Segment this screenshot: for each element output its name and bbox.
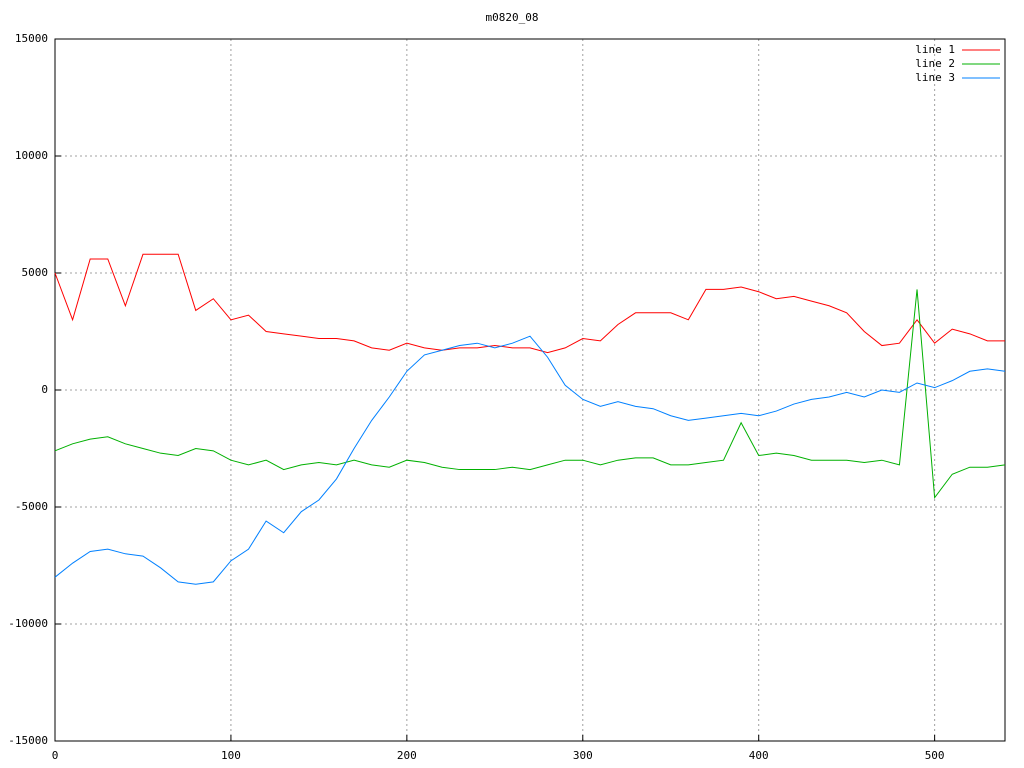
- y-tick-label: -10000: [8, 617, 48, 630]
- y-tick-label: -5000: [15, 500, 48, 513]
- data-line: [54, 253, 1005, 354]
- data-line: [54, 289, 1006, 499]
- legend-label: line 1: [915, 43, 955, 56]
- x-tick-label: 0: [52, 749, 59, 762]
- data-line: [54, 335, 1006, 585]
- y-tick-label: 5000: [22, 266, 49, 279]
- x-tick-label: 300: [573, 749, 593, 762]
- legend-label: line 3: [915, 71, 955, 84]
- y-tick-label: 15000: [15, 32, 48, 45]
- legend-label: line 2: [915, 57, 955, 70]
- chart-title: m0820_08: [486, 11, 539, 24]
- y-tick-label: 10000: [15, 149, 48, 162]
- x-tick-label: 400: [749, 749, 769, 762]
- y-tick-label: -15000: [8, 734, 48, 747]
- plot-border: [54, 38, 1006, 742]
- y-tick-label: 0: [41, 383, 48, 396]
- x-tick-label: 500: [925, 749, 945, 762]
- x-tick-label: 200: [397, 749, 417, 762]
- x-tick-label: 100: [221, 749, 241, 762]
